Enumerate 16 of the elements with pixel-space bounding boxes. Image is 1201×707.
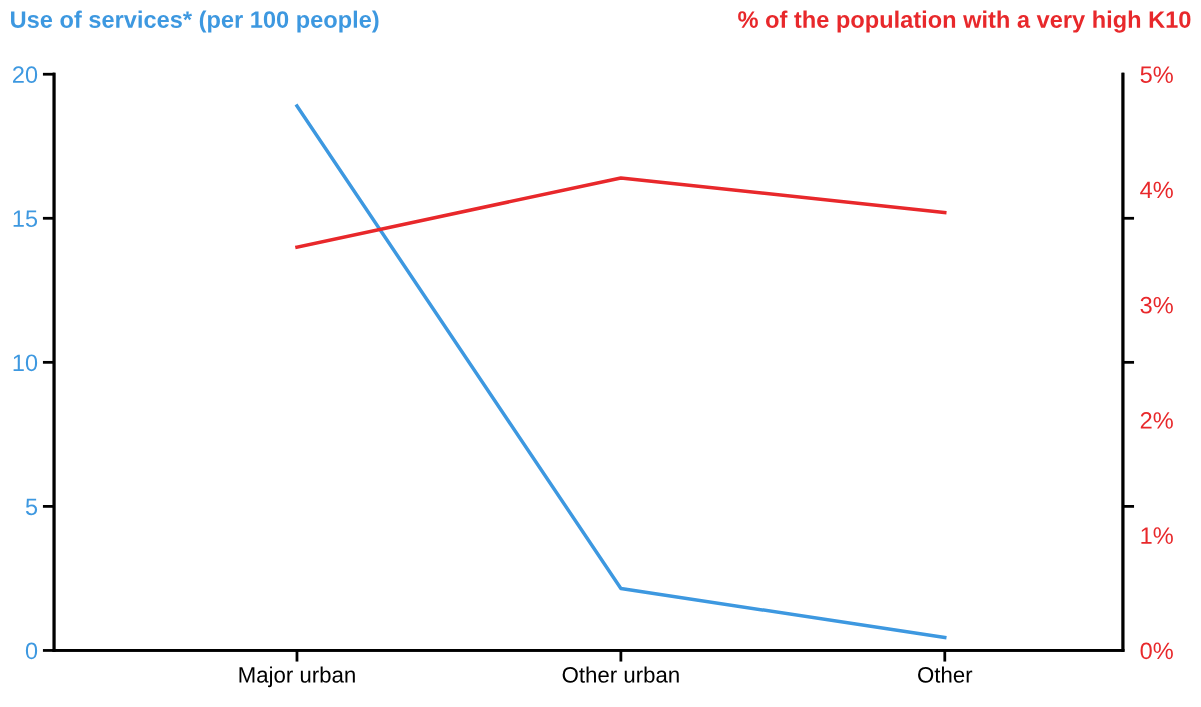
y-axis-title: Use of services* (per 100 people) <box>11 10 379 33</box>
y-tick-label: 10 <box>13 354 38 372</box>
x-tick-label: Major urban <box>239 666 355 688</box>
y2-tick-label: 2% <box>1140 412 1173 429</box>
y2-tick-label: 3% <box>1140 296 1173 314</box>
y-tick-label: 0 <box>25 642 38 660</box>
y2-axis-title: % of the population with a very high K10 <box>738 10 1191 33</box>
y2-tick-label: 5% <box>1140 66 1173 84</box>
x-tick-label: Other urban <box>562 666 679 683</box>
y2-tick-label: 0% <box>1140 642 1173 660</box>
y-tick-label: 20 <box>13 66 38 84</box>
y-tick-label: 5 <box>25 498 38 516</box>
x-tick-label: Other <box>918 666 973 683</box>
y2-tick-label: 1% <box>1141 527 1173 544</box>
y2-tick-label: 4% <box>1140 181 1173 199</box>
y-tick-label: 15 <box>13 210 38 228</box>
